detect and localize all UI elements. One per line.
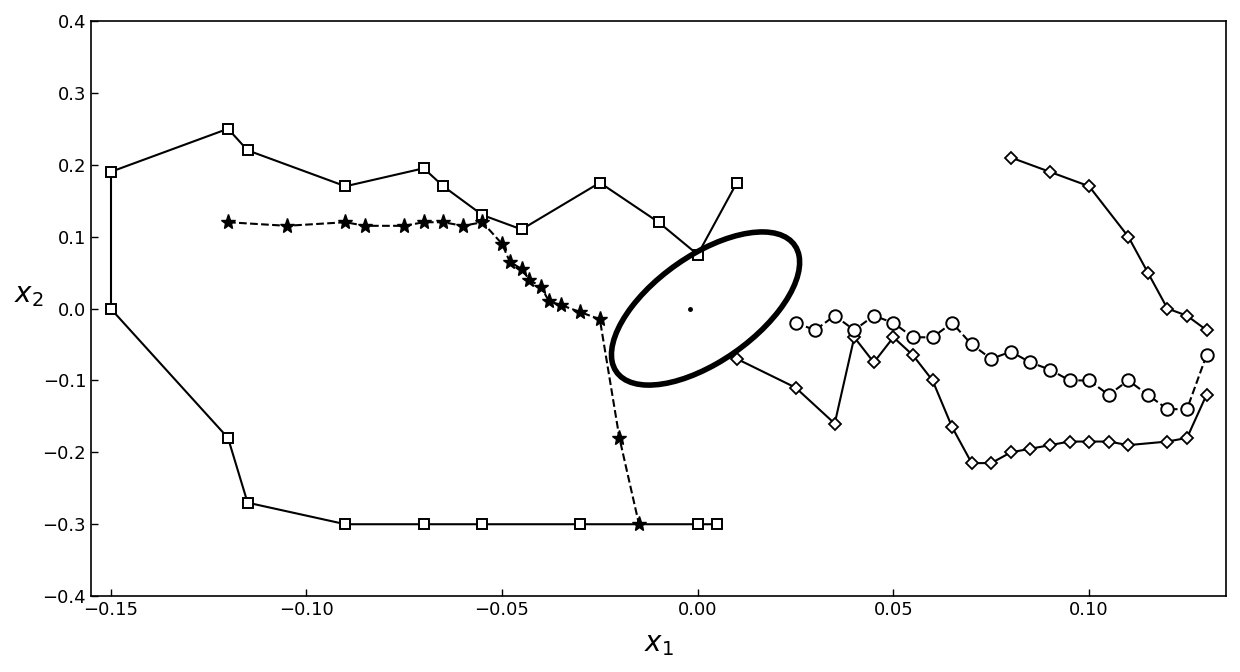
X-axis label: $x_1$: $x_1$	[644, 630, 673, 658]
Y-axis label: $x_2$: $x_2$	[14, 280, 43, 308]
